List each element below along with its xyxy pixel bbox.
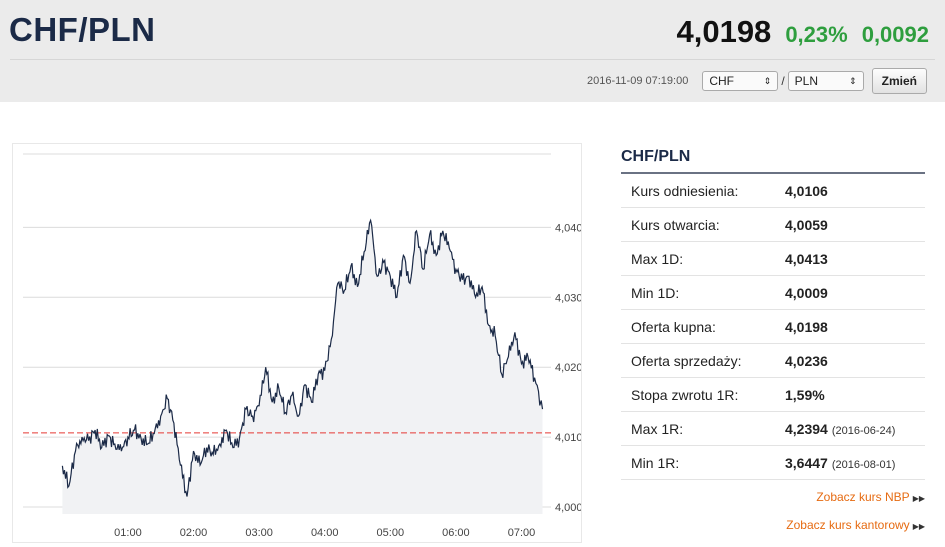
change-percent: 0,23% [785,22,848,47]
x-tick-label: 01:00 [114,527,142,539]
change-button[interactable]: Zmień [871,68,927,94]
stats-rows: Kurs odniesienia: 4,0106 Kurs otwarcia: 4,0… [621,174,925,480]
stats-value: 3,6447 (2016-08-01) [785,455,895,471]
nbp-link-label: Zobacz kurs NBP [816,490,910,504]
y-tick-label: 4,0100 [555,432,581,444]
header-divider [10,59,935,60]
stats-label: Oferta sprzedaży: [631,352,742,369]
stats-value: 4,2394 (2016-06-24) [785,421,895,437]
stats-row: Oferta kupna: 4,0198 [621,310,925,344]
stats-number: 4,0236 [785,352,828,369]
stats-label: Min 1R: [631,454,680,471]
page-title: CHF/PLN [9,11,156,48]
stats-number: 3,6447 [785,454,828,471]
quote-timestamp: 2016-11-09 07:19:00 [586,75,689,87]
stats-label: Oferta kupna: [631,318,716,335]
kantor-link[interactable]: Zobacz kurs kantorowy ▶▶ [621,518,925,532]
y-tick-label: 4,0000 [555,502,581,514]
stats-number: 4,2394 [785,420,828,437]
x-tick-label: 05:00 [377,527,405,539]
from-currency-value: CHF [709,74,734,88]
header-bar: CHF/PLN 4,0198 0,23% 0,0092 2016-11-09 0… [0,0,945,102]
stats-row: Stopa zwrotu 1R: 1,59% [621,378,925,412]
double-arrow-icon: ▶▶ [912,494,925,503]
stats-value: 4,0413 [785,251,832,267]
select-arrows-icon: ⇕ [763,75,772,86]
stats-label: Max 1D: [631,250,684,267]
quote-summary: 4,0198 0,23% 0,0092 [676,14,929,50]
stats-row: Min 1D: 4,0009 [621,276,925,310]
x-tick-label: 04:00 [311,527,339,539]
stats-value: 4,0106 [785,183,832,199]
stats-label: Stopa zwrotu 1R: [631,386,739,403]
stats-number: 4,0413 [785,250,828,267]
stats-value: 4,0059 [785,217,832,233]
stats-label: Kurs odniesienia: [631,182,739,199]
stats-label: Max 1R: [631,420,684,437]
current-price: 4,0198 [676,14,772,49]
y-tick-label: 4,0300 [555,292,581,304]
stats-value: 4,0009 [785,285,832,301]
to-currency-select[interactable]: PLN ⇕ [787,71,864,91]
stats-label: Kurs otwarcia: [631,216,720,233]
series-line [61,218,544,497]
stats-row: Oferta sprzedaży: 4,0236 [621,344,925,378]
stats-row: Min 1R: 3,6447 (2016-08-01) [621,446,925,480]
stats-number: 4,0059 [785,216,828,233]
select-arrows-icon: ⇕ [849,75,857,86]
stats-panel: CHF/PLN Kurs odniesienia: 4,0106 Kurs otwa… [621,146,925,532]
series-area [62,220,543,514]
stats-number: 1,59% [785,386,825,403]
change-absolute: 0,0092 [861,22,929,47]
stats-row: Max 1D: 4,0413 [621,242,925,276]
y-tick-label: 4,0200 [555,362,581,374]
stats-value: 4,0198 [785,319,832,335]
stats-number: 4,0106 [785,182,828,199]
kantor-link-label: Zobacz kurs kantorowy [786,518,910,532]
x-tick-label: 02:00 [180,527,208,539]
x-tick-label: 07:00 [508,527,536,539]
double-arrow-icon: ▶▶ [912,522,925,531]
x-tick-label: 06:00 [442,527,470,539]
stats-value: 1,59% [785,387,829,403]
currency-controls: 2016-11-09 07:19:00 CHF ⇕ / PLN ⇕ Zmień [587,68,927,94]
stats-row: Kurs otwarcia: 4,0059 [621,208,925,242]
stats-row: Max 1R: 4,2394 (2016-06-24) [621,412,925,446]
stats-date: (2016-08-01) [831,458,896,471]
stats-date: (2016-06-24) [831,424,896,437]
from-currency-select[interactable]: CHF ⇕ [702,71,779,91]
stats-number: 4,0198 [785,318,828,335]
currency-separator: / [781,74,785,88]
stats-title: CHF/PLN [621,146,925,174]
stats-label: Min 1D: [631,284,680,301]
to-currency-value: PLN [794,74,818,88]
stats-row: Kurs odniesienia: 4,0106 [621,174,925,208]
x-tick-label: 03:00 [245,527,273,539]
nbp-link[interactable]: Zobacz kurs NBP ▶▶ [621,490,925,504]
stats-number: 4,0009 [785,284,828,301]
stats-value: 4,0236 [785,353,832,369]
